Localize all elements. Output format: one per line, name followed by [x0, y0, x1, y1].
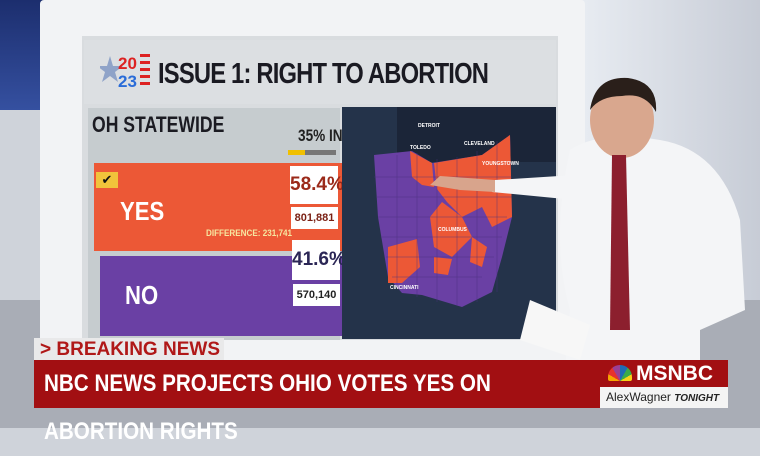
county-yes [430, 202, 472, 257]
pointing-hand [430, 176, 495, 192]
headline-banner: NBC NEWS PROJECTS OHIO VOTES YES ON ABOR… [34, 360, 604, 445]
star-icon [100, 56, 123, 82]
graphic-title: ISSUE 1: RIGHT TO ABORTION [158, 58, 489, 90]
lake-erie [397, 107, 556, 162]
city-cleveland: CLEVELAND [464, 141, 495, 147]
no-votes: 570,140 [293, 284, 340, 306]
difference-label: DIFFERENCE: 231,741 [206, 228, 292, 238]
yes-percent: 58.4% [290, 166, 344, 204]
peacock-icon [608, 365, 632, 381]
county-yes [434, 257, 452, 275]
graphic-title-bar [84, 40, 556, 104]
no-label: NO [125, 280, 159, 310]
city-detroit: DETROIT [418, 123, 440, 129]
city-cincinnati: CINCINNATI [390, 285, 419, 291]
breaking-news-tag: > BREAKING NEWS [34, 338, 224, 361]
ohio-county-map[interactable]: DETROIT TOLEDO CLEVELAND YOUNGSTOWN COLU… [342, 107, 556, 339]
city-youngstown: YOUNGSTOWN [482, 161, 519, 167]
reporting-bar-fill [288, 150, 305, 155]
city-toledo: TOLEDO [410, 145, 431, 151]
city-columbus: COLUMBUS [438, 227, 468, 233]
show-name: AlexWagner [606, 390, 671, 404]
show-logo: AlexWagner TONIGHT [600, 387, 728, 408]
year-top: 20 [118, 54, 137, 73]
network-logo: MSNBC [600, 360, 728, 387]
county-yes [410, 151, 434, 187]
winner-check-icon: ✔ [96, 172, 118, 188]
region-label: OH STATEWIDE [92, 112, 225, 137]
no-percent: 41.6% [292, 240, 346, 280]
county-yes [388, 239, 420, 283]
reporting-bar [288, 150, 336, 155]
year-logo: 20 23 [100, 54, 150, 91]
network-name: MSNBC [636, 362, 713, 385]
county-yes [470, 237, 487, 267]
presenter-head [590, 82, 654, 158]
yes-label: YES [120, 196, 165, 226]
show-suffix: TONIGHT [674, 393, 720, 404]
headline-text: NBC NEWS PROJECTS OHIO VOTES YES ON ABOR… [44, 370, 491, 445]
presenter [430, 77, 745, 370]
papers [520, 300, 590, 360]
necktie [610, 155, 630, 330]
yes-votes: 801,881 [291, 207, 338, 229]
year-bottom: 23 [118, 72, 137, 91]
reporting-label: 35% IN [298, 126, 343, 145]
